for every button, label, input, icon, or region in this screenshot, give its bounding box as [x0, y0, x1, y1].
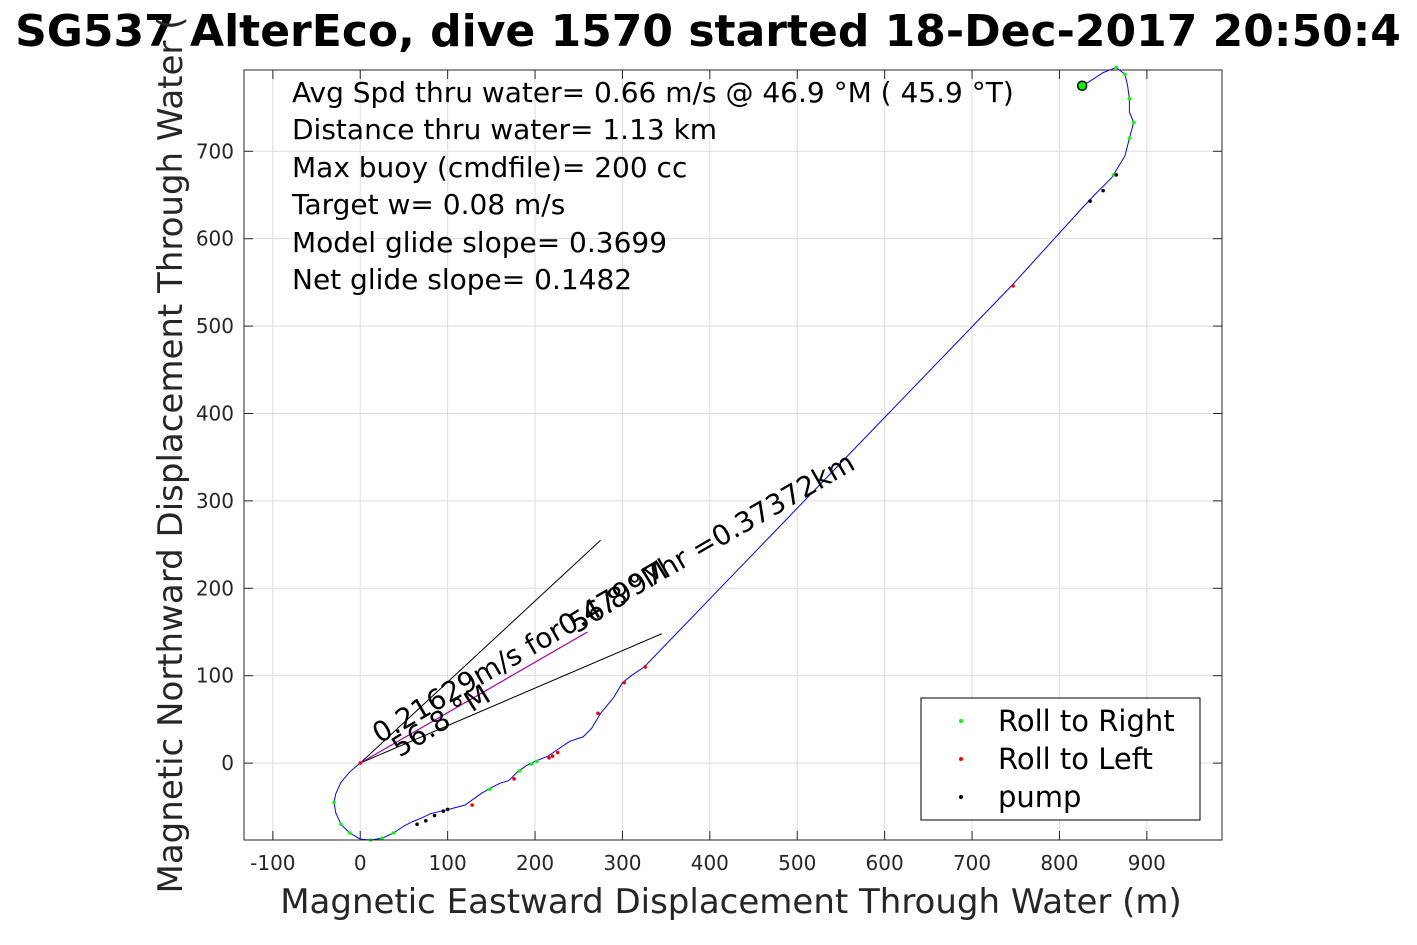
roll-left-point: [596, 711, 600, 716]
info-line: Model glide slope= 0.3699: [292, 226, 667, 259]
x-tick-label: 500: [778, 851, 816, 875]
legend-label-pump: pump: [998, 780, 1081, 814]
current-vector-line: [359, 631, 588, 764]
info-box: Avg Spd thru water= 0.66 m/s @ 46.9 °M (…: [291, 76, 1014, 296]
info-line: Distance thru water= 1.13 km: [292, 113, 717, 146]
legend-marker-roll-left: [959, 757, 963, 761]
y-tick-label: 300: [196, 489, 234, 513]
roll-right-point: [391, 831, 396, 835]
roll-left-point: [547, 756, 551, 760]
y-tick-label: 700: [196, 139, 234, 163]
roll-right-point: [1127, 97, 1132, 101]
roll-left-point: [512, 777, 516, 781]
legend: Roll to Right Roll to Left pump: [920, 697, 1201, 821]
pump-point: [1101, 188, 1105, 193]
roll-right-point: [1127, 136, 1132, 140]
x-tick-label: 300: [603, 851, 641, 875]
roll-left-point: [358, 761, 363, 765]
x-tick-label: 0: [354, 851, 367, 875]
chart-title: SG537 AlterEco, dive 1570 started 18-Dec…: [15, 6, 1401, 57]
x-tick-label: 200: [516, 851, 554, 875]
x-tick-label: 600: [866, 851, 904, 875]
pump-point: [432, 813, 437, 818]
roll-left-point: [643, 665, 647, 669]
roll-left-point: [550, 754, 555, 758]
roll-right-point: [517, 769, 522, 773]
x-tick-label: 900: [1128, 851, 1166, 875]
pump-point: [445, 807, 450, 812]
end-marker: [1076, 80, 1088, 91]
y-tick-label: 500: [196, 314, 234, 338]
info-line: Target w= 0.08 m/s: [291, 188, 565, 221]
info-line: Avg Spd thru water= 0.66 m/s @ 46.9 °M (…: [292, 76, 1014, 109]
legend-marker-roll-right: [959, 719, 963, 723]
legend-box: [920, 697, 1201, 821]
info-line: Net glide slope= 0.1482: [292, 263, 632, 296]
y-axis-label: Magnetic Northward Displacement Through …: [151, 17, 191, 894]
roll-left-point: [470, 803, 474, 807]
roll-right-point: [1123, 72, 1127, 77]
y-tick-label: 600: [196, 227, 234, 251]
roll-left-point: [1011, 284, 1015, 288]
legend-label-roll-right: Roll to Right: [998, 704, 1175, 738]
x-tick-label: 400: [691, 851, 729, 875]
roll-right-point: [534, 759, 539, 764]
roll-right-point: [380, 836, 384, 841]
roll-right-point: [529, 762, 534, 766]
pump-point: [1088, 199, 1092, 203]
roll-right-point: [1111, 173, 1116, 177]
heading-line: [360, 633, 662, 764]
x-axis-label: Magnetic Eastward Displacement Through W…: [280, 882, 1182, 922]
x-tick-label: 100: [429, 851, 467, 875]
roll-right-point: [1114, 65, 1119, 70]
y-tick-label: 0: [221, 751, 234, 775]
roll-right-point: [332, 800, 336, 805]
x-tick-label: 800: [1040, 851, 1078, 875]
legend-marker-pump: [959, 795, 963, 799]
info-line: Max buoy (cmdfile)= 200 cc: [292, 151, 687, 184]
roll-right-point: [339, 822, 343, 827]
plot-frame: [243, 69, 1223, 841]
legend-label-roll-left: Roll to Left: [998, 742, 1153, 776]
x-tick-label: -100: [250, 851, 295, 875]
pump-point: [423, 818, 428, 823]
y-tick-label: 200: [196, 576, 234, 600]
pump-point: [415, 822, 419, 827]
roll-left-point: [555, 750, 560, 755]
roll-right-point: [1131, 120, 1136, 125]
y-tick-label: 400: [196, 401, 234, 425]
pump-point: [441, 809, 446, 813]
roll-left-point: [622, 680, 626, 685]
heading-line: [359, 539, 601, 764]
roll-right-point: [347, 831, 352, 835]
roll-right-point: [487, 787, 492, 792]
pump-point: [1114, 173, 1119, 177]
y-tick-label: 100: [196, 664, 234, 688]
x-tick-label: 700: [953, 851, 991, 875]
